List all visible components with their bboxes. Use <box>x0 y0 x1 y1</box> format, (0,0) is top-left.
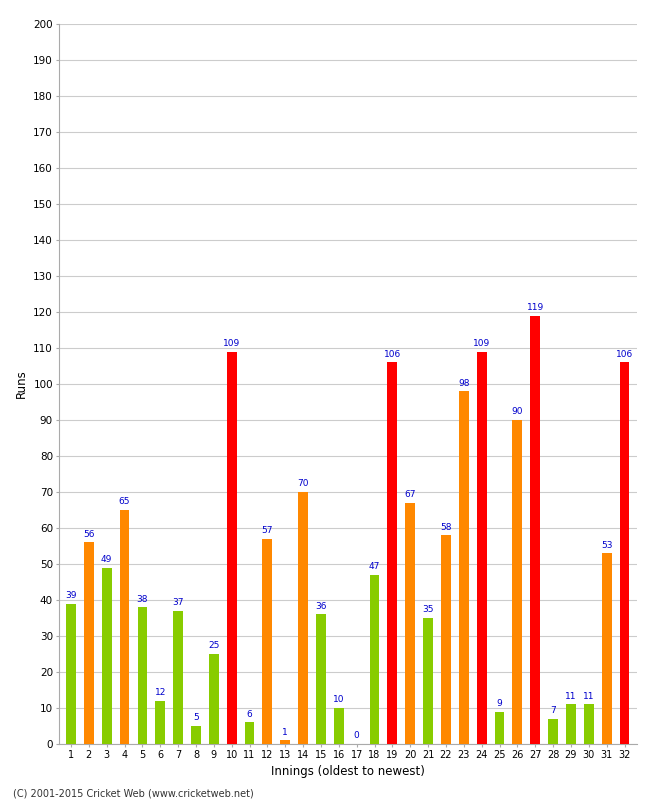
Bar <box>602 553 612 744</box>
Text: 65: 65 <box>119 498 130 506</box>
Bar <box>191 726 201 744</box>
Bar <box>209 654 219 744</box>
Text: 9: 9 <box>497 699 502 708</box>
Text: 56: 56 <box>83 530 95 539</box>
Text: 49: 49 <box>101 555 112 564</box>
Bar <box>387 362 397 744</box>
Text: 47: 47 <box>369 562 380 571</box>
Bar <box>423 618 433 744</box>
Text: 98: 98 <box>458 378 469 387</box>
Bar <box>280 741 290 744</box>
Bar <box>584 704 593 744</box>
Bar <box>120 510 129 744</box>
Bar <box>370 574 380 744</box>
Bar <box>495 712 504 744</box>
Text: 58: 58 <box>440 522 452 531</box>
Bar <box>84 542 94 744</box>
Bar <box>138 607 148 744</box>
Bar <box>334 708 344 744</box>
Text: 1: 1 <box>282 728 288 737</box>
Text: 57: 57 <box>262 526 273 535</box>
Text: 119: 119 <box>526 303 544 312</box>
Bar <box>102 567 112 744</box>
Bar <box>512 420 523 744</box>
Text: 109: 109 <box>223 339 240 348</box>
Text: 39: 39 <box>65 591 77 600</box>
Text: 6: 6 <box>246 710 252 718</box>
Bar <box>566 704 576 744</box>
Text: 109: 109 <box>473 339 490 348</box>
Text: 67: 67 <box>404 490 416 499</box>
Bar <box>173 610 183 744</box>
Text: 38: 38 <box>136 594 148 603</box>
Bar <box>66 603 76 744</box>
Bar <box>244 722 254 744</box>
Bar <box>298 492 308 744</box>
Text: 106: 106 <box>384 350 401 358</box>
Bar <box>476 351 487 744</box>
Text: 36: 36 <box>315 602 327 610</box>
Text: 11: 11 <box>583 692 595 701</box>
Text: 11: 11 <box>566 692 577 701</box>
Bar <box>548 718 558 744</box>
Text: 37: 37 <box>172 598 184 607</box>
Text: 70: 70 <box>297 479 309 488</box>
Text: 35: 35 <box>422 606 434 614</box>
Text: 106: 106 <box>616 350 633 358</box>
Text: 5: 5 <box>193 714 199 722</box>
Y-axis label: Runs: Runs <box>15 370 28 398</box>
Bar <box>263 539 272 744</box>
Text: 0: 0 <box>354 731 359 741</box>
Bar <box>406 502 415 744</box>
Text: 7: 7 <box>550 706 556 715</box>
Text: 25: 25 <box>208 642 220 650</box>
Text: 12: 12 <box>155 688 166 697</box>
Bar <box>619 362 629 744</box>
Text: 90: 90 <box>512 407 523 416</box>
Bar <box>316 614 326 744</box>
Text: 53: 53 <box>601 541 612 550</box>
X-axis label: Innings (oldest to newest): Innings (oldest to newest) <box>271 765 424 778</box>
Bar <box>441 535 451 744</box>
Bar <box>155 701 165 744</box>
Bar <box>530 315 540 744</box>
Text: (C) 2001-2015 Cricket Web (www.cricketweb.net): (C) 2001-2015 Cricket Web (www.cricketwe… <box>13 788 254 798</box>
Bar <box>227 351 237 744</box>
Text: 10: 10 <box>333 695 344 704</box>
Bar <box>459 391 469 744</box>
